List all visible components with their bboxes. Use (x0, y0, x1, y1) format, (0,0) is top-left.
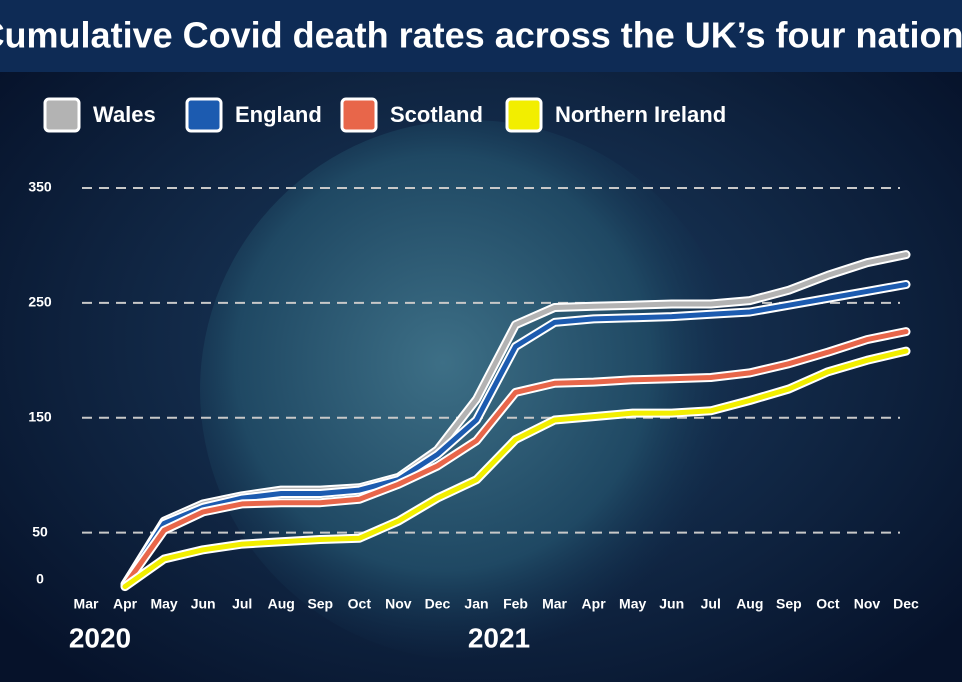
x-tick-label: Mar (542, 596, 567, 612)
x-tick-label: Aug (736, 596, 763, 612)
x-tick-label: Nov (854, 596, 881, 612)
series-line (122, 329, 909, 588)
x-tick-label: Jan (464, 596, 488, 612)
x-tick-label: Jun (659, 596, 684, 612)
legend-swatch (185, 97, 223, 133)
title-bar (0, 0, 962, 72)
x-tick-label: Apr (582, 596, 607, 612)
series-line (122, 282, 909, 587)
legend-label: Scotland (390, 102, 483, 127)
x-tick-label: Oct (348, 596, 372, 612)
x-tick-label: Sep (307, 596, 333, 612)
y-tick-label: 50 (32, 523, 48, 539)
y-tick-label: 250 (28, 294, 52, 310)
y-tick-label: 350 (28, 179, 52, 195)
x-tick-label: May (619, 596, 646, 612)
legend-swatch (340, 97, 378, 133)
legend-label: Wales (93, 102, 156, 127)
legend-swatch (505, 97, 543, 133)
y-tick-label: 150 (28, 408, 52, 424)
x-tick-label: Aug (268, 596, 295, 612)
x-tick-label: Jun (191, 596, 216, 612)
x-tick-label: Dec (893, 596, 919, 612)
y-tick-label: 0 (36, 571, 44, 587)
x-tick-label: Feb (503, 596, 528, 612)
x-tick-label: Sep (776, 596, 802, 612)
chart-title: Cumulative Covid death rates across the … (0, 15, 962, 56)
virus-illustration (200, 120, 740, 660)
x-tick-label: Nov (385, 596, 412, 612)
legend-swatch (43, 97, 81, 133)
legend-label: Northern Ireland (555, 102, 726, 127)
x-tick-label: Mar (74, 596, 99, 612)
x-tick-label: Jul (232, 596, 252, 612)
x-tick-label: Dec (425, 596, 451, 612)
x-tick-label: May (150, 596, 177, 612)
legend-label: England (235, 102, 322, 127)
x-tick-label: Apr (113, 596, 138, 612)
x-tick-label: Jul (701, 596, 721, 612)
x-tick-label: Oct (816, 596, 840, 612)
year-label: 2020 (69, 622, 131, 653)
year-label: 2021 (468, 622, 530, 653)
series-line (122, 348, 909, 590)
